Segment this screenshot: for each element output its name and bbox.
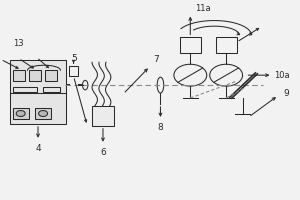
Text: 11a: 11a bbox=[195, 4, 210, 13]
Circle shape bbox=[39, 111, 48, 116]
Bar bbox=[13, 87, 37, 92]
Bar bbox=[13, 70, 25, 81]
Text: 5: 5 bbox=[71, 54, 77, 63]
Bar bbox=[92, 106, 114, 126]
Text: 13: 13 bbox=[13, 39, 23, 48]
Bar bbox=[13, 108, 29, 119]
Circle shape bbox=[16, 111, 25, 116]
Text: 6: 6 bbox=[100, 148, 106, 157]
Bar bbox=[216, 37, 237, 53]
Bar bbox=[35, 108, 52, 119]
Bar bbox=[180, 37, 201, 53]
Text: 9: 9 bbox=[283, 89, 289, 98]
Bar bbox=[29, 70, 41, 81]
Bar bbox=[46, 70, 57, 81]
Bar bbox=[69, 66, 78, 76]
Text: 7: 7 bbox=[153, 55, 159, 64]
Bar bbox=[43, 87, 60, 92]
Text: 8: 8 bbox=[158, 123, 163, 132]
Text: 10a: 10a bbox=[274, 71, 290, 80]
Bar bbox=[10, 60, 66, 124]
Text: 4: 4 bbox=[35, 144, 41, 153]
